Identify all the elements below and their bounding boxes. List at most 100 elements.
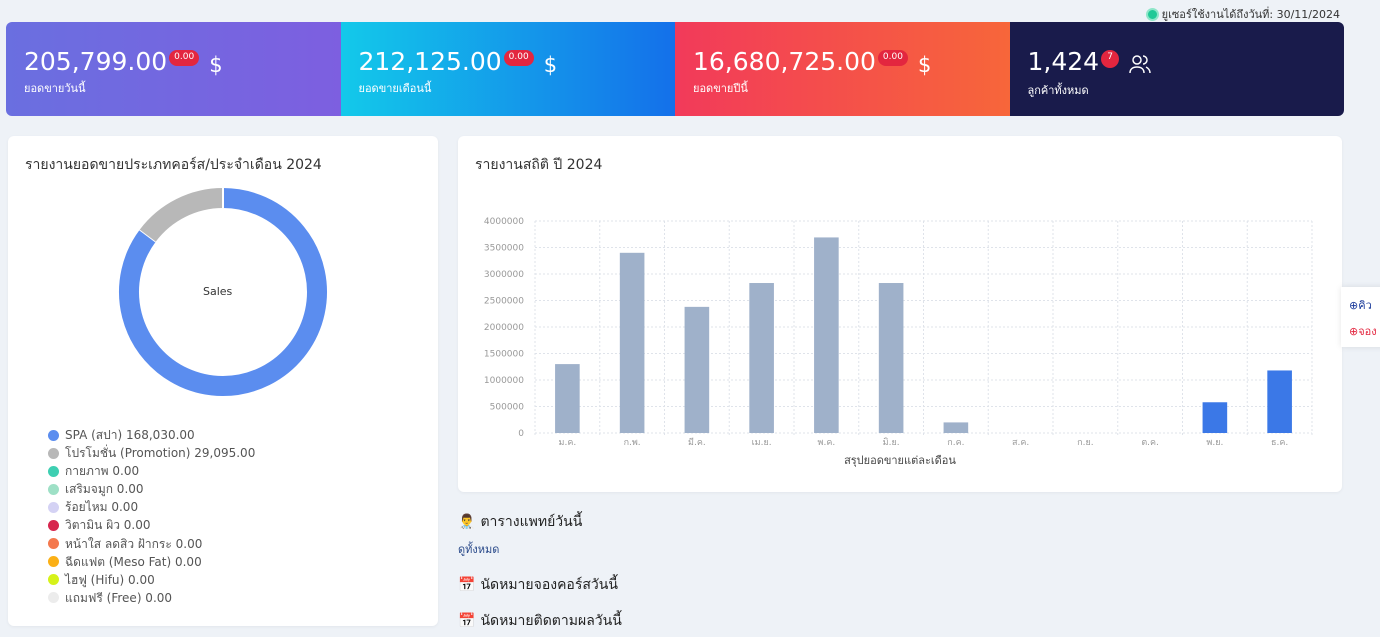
calendar-icon: 📅 xyxy=(458,577,476,593)
view-all-link[interactable]: ดูทั้งหมด xyxy=(458,543,500,556)
legend-label: ร้อยไหม 0.00 xyxy=(65,500,139,515)
y-tick-label: 1500000 xyxy=(484,350,524,360)
card-customers: 1,424 7 ลูกค้าทั้งหมด xyxy=(1009,22,1344,116)
y-tick-label: 1000000 xyxy=(484,376,524,386)
card-badge: 0.00 xyxy=(877,50,908,66)
queue-button[interactable]: ⊕คิว xyxy=(1349,299,1372,312)
booking-button[interactable]: ⊕จอง xyxy=(1349,325,1377,338)
donut-center-label: Sales xyxy=(203,285,233,298)
legend-label: โปรโมชั่น (Promotion) 29,095.00 xyxy=(65,446,256,461)
card-value: 16,680,725.00 xyxy=(693,47,876,76)
panel-title: รายงานยอดขายประเภทคอร์ส/ประจำเดือน 2024 xyxy=(25,157,322,173)
doctor-schedule-heading: 👨‍⚕ ตารางแพทย์วันนี้ xyxy=(458,514,583,530)
x-tick-label: พ.ค. xyxy=(818,438,836,448)
legend-label: วิตามิน ผิว 0.00 xyxy=(65,518,151,533)
legend-item[interactable]: ฉีดแฟต (Meso Fat) 0.00 xyxy=(48,553,255,571)
legend-swatch xyxy=(48,465,59,477)
legend-swatch xyxy=(48,447,59,459)
card-label: ลูกค้าทั้งหมด xyxy=(1027,84,1089,98)
y-tick-label: 2500000 xyxy=(484,297,524,307)
legend-item[interactable]: วิตามิน ผิว 0.00 xyxy=(48,516,255,534)
plus-circle-icon: ⊕ xyxy=(1349,299,1359,312)
legend-item[interactable]: โปรโมชั่น (Promotion) 29,095.00 xyxy=(48,444,255,462)
x-tick-label: ก.ค. xyxy=(947,438,964,448)
x-tick-label: ม.ค. xyxy=(559,438,577,448)
card-value: 205,799.00 xyxy=(24,47,168,76)
legend-item[interactable]: SPA (สปา) 168,030.00 xyxy=(48,426,255,444)
legend-item[interactable]: เสริมจมูก 0.00 xyxy=(48,480,255,498)
bar[interactable] xyxy=(749,283,774,433)
bar[interactable] xyxy=(619,252,645,433)
calendar-icon: 📅 xyxy=(458,613,476,629)
y-tick-label: 0 xyxy=(518,429,524,439)
card-value: 1,424 xyxy=(1027,47,1100,76)
legend-swatch xyxy=(48,429,59,441)
summary-cards: 205,799.00 0.00 $ ยอดขายวันนี้ 212,125.00 0… xyxy=(6,22,1344,116)
dollar-icon: $ xyxy=(543,53,558,77)
dollar-icon: $ xyxy=(209,53,223,77)
card-label: ยอดขายปีนี้ xyxy=(693,82,748,96)
doctor-icon: 👨‍⚕ xyxy=(458,514,476,530)
legend-label: ไฮฟู (Hifu) 0.00 xyxy=(65,572,155,587)
bar[interactable] xyxy=(814,237,839,433)
dollar-icon: $ xyxy=(917,53,932,77)
y-tick-label: 3000000 xyxy=(484,270,524,280)
bar[interactable] xyxy=(1202,402,1228,433)
card-badge: 7 xyxy=(1101,50,1120,68)
user-icon xyxy=(1145,7,1159,21)
legend-label: กายภาพ 0.00 xyxy=(65,464,140,479)
legend-item[interactable]: ร้อยไหม 0.00 xyxy=(48,498,255,516)
card-value: 212,125.00 xyxy=(358,47,502,76)
card-badge: 0.00 xyxy=(503,50,534,66)
legend-swatch xyxy=(48,501,59,513)
legend-item[interactable]: แถมฟรี (Free) 0.00 xyxy=(48,589,255,607)
legend-item[interactable]: หน้าใส ลดสิว ฝ้ากระ 0.00 xyxy=(48,535,255,553)
x-tick-label: ก.พ. xyxy=(624,438,641,448)
y-tick-label: 500000 xyxy=(490,403,525,413)
legend-swatch xyxy=(48,538,59,550)
donut-slice[interactable] xyxy=(119,188,327,396)
card-label: ยอดขายวันนี้ xyxy=(24,82,86,96)
legend-label: แถมฟรี (Free) 0.00 xyxy=(65,590,173,605)
card-sales-month: 212,125.00 0.00 $ ยอดขายเดือนนี้ xyxy=(340,22,675,116)
bar-chart: 0 500000 1000000 1500000 2000000 2500000 30000… xyxy=(484,217,1313,448)
bar[interactable] xyxy=(684,306,710,433)
chart-title: รายงานสถิติ ปี 2024 xyxy=(475,157,603,173)
y-tick-label: 2000000 xyxy=(484,323,524,333)
legend-label: เสริมจมูก 0.00 xyxy=(65,482,144,497)
x-tick-label: เม.ย. xyxy=(752,438,772,448)
users-icon xyxy=(1129,54,1151,79)
legend-swatch xyxy=(48,592,59,604)
donut-slice[interactable] xyxy=(139,188,224,242)
card-label: ยอดขายเดือนนี้ xyxy=(358,82,432,96)
x-tick-label: พ.ย. xyxy=(1206,438,1223,448)
card-sales-today: 205,799.00 0.00 $ ยอดขายวันนี้ xyxy=(6,22,341,116)
y-tick-label: 4000000 xyxy=(484,217,524,227)
legend-label: ฉีดแฟต (Meso Fat) 0.00 xyxy=(65,554,202,569)
x-tick-label: ต.ค. xyxy=(1141,438,1159,448)
legend-label: SPA (สปา) 168,030.00 xyxy=(65,428,195,442)
bar[interactable] xyxy=(1267,370,1292,433)
x-tick-label: ธ.ค. xyxy=(1271,438,1288,448)
license-note: ยูเซอร์ใช้งานได้ถึงวันที่: 30/11/2024 xyxy=(1145,5,1340,23)
donut-chart xyxy=(119,188,327,396)
card-sales-year: 16,680,725.00 0.00 $ ยอดขายปีนี้ xyxy=(675,22,1010,116)
stats-panel: รายงานสถิติ ปี 2024 0 500000 1000000 150000… xyxy=(458,136,1342,492)
followup-appointments-heading: 📅 นัดหมายติดตามผลวันนี้ xyxy=(458,613,622,629)
bar[interactable] xyxy=(943,422,969,433)
bar[interactable] xyxy=(555,364,580,433)
course-sales-panel: รายงานยอดขายประเภทคอร์ส/ประจำเดือน 2024 … xyxy=(8,136,438,626)
legend-item[interactable]: ไฮฟู (Hifu) 0.00 xyxy=(48,571,255,589)
plus-circle-icon: ⊕ xyxy=(1349,325,1359,338)
y-tick-label: 3500000 xyxy=(484,244,524,254)
legend-swatch xyxy=(48,574,59,586)
legend-swatch xyxy=(48,483,59,495)
donut-legend: SPA (สปา) 168,030.00 โปรโมชั่น (Promotion… xyxy=(48,426,255,607)
x-tick-label: มี.ค. xyxy=(688,437,706,448)
legend-label: หน้าใส ลดสิว ฝ้ากระ 0.00 xyxy=(65,536,203,551)
course-appointments-heading: 📅 นัดหมายจองคอร์สวันนี้ xyxy=(458,577,618,593)
bar[interactable] xyxy=(878,283,904,433)
legend-item[interactable]: กายภาพ 0.00 xyxy=(48,462,255,480)
legend-swatch xyxy=(48,556,59,568)
side-quick-actions: ⊕คิว ⊕จอง xyxy=(1341,287,1380,347)
